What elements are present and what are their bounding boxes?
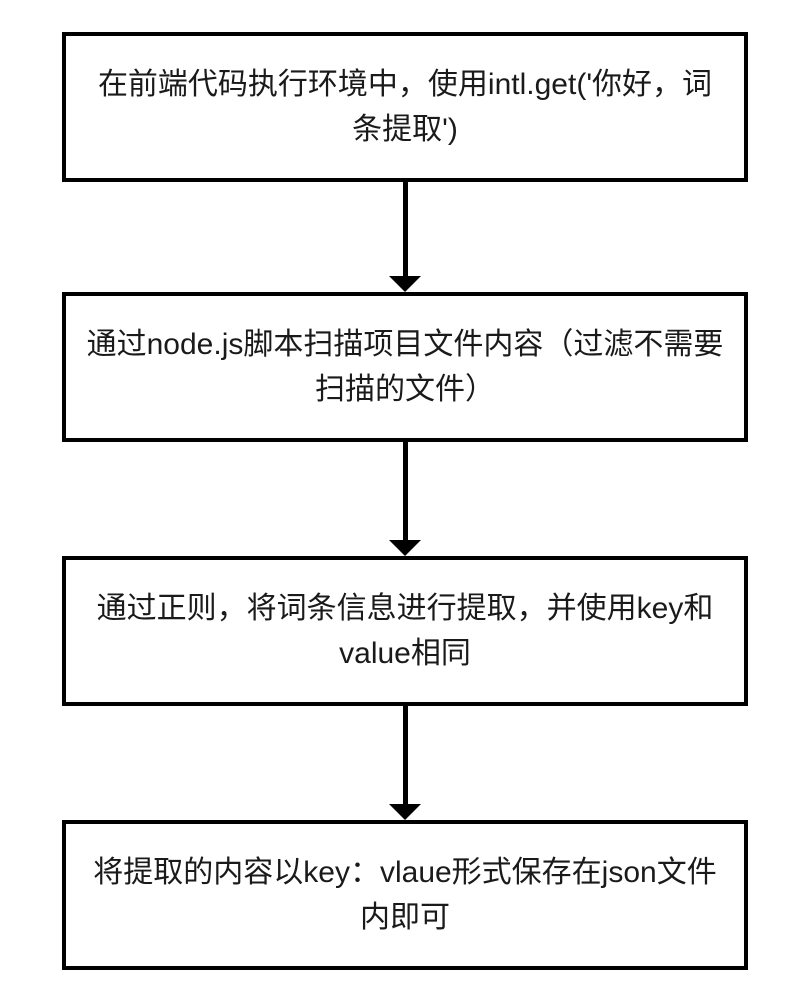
flow-step-3-text: 通过正则，将词条信息进行提取，并使用key和value相同 xyxy=(86,586,724,676)
flow-step-2: 通过node.js脚本扫描项目文件内容（过滤不需要扫描的文件） xyxy=(62,292,748,442)
flow-step-4: 将提取的内容以key：vlaue形式保存在json文件内即可 xyxy=(62,820,748,970)
flow-step-1-text: 在前端代码执行环境中，使用intl.get('你好，词条提取') xyxy=(86,62,724,152)
flow-arrow-2 xyxy=(403,442,408,540)
flow-arrow-3 xyxy=(403,706,408,804)
flow-arrow-1 xyxy=(403,182,408,276)
flow-step-1: 在前端代码执行环境中，使用intl.get('你好，词条提取') xyxy=(62,32,748,182)
flow-arrow-head-3 xyxy=(389,804,421,823)
flow-step-4-text: 将提取的内容以key：vlaue形式保存在json文件内即可 xyxy=(86,850,724,940)
flow-arrow-head-2 xyxy=(389,540,421,559)
flow-arrow-head-1 xyxy=(389,276,421,295)
flow-step-3: 通过正则，将词条信息进行提取，并使用key和value相同 xyxy=(62,556,748,706)
flow-step-2-text: 通过node.js脚本扫描项目文件内容（过滤不需要扫描的文件） xyxy=(86,322,724,412)
flowchart-container: 在前端代码执行环境中，使用intl.get('你好，词条提取') 通过node.… xyxy=(0,0,812,1000)
